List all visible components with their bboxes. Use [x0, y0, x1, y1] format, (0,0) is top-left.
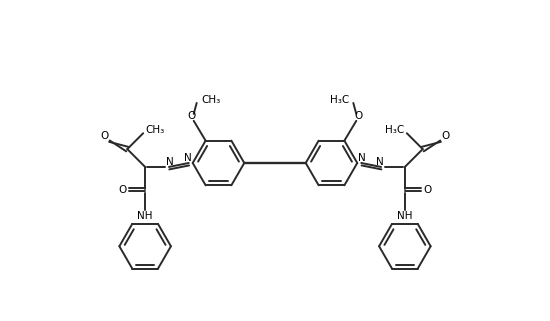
Text: CH₃: CH₃ [145, 125, 164, 135]
Text: H₃C: H₃C [330, 95, 349, 105]
Text: O: O [188, 111, 196, 121]
Text: O: O [424, 185, 432, 195]
Text: N: N [376, 157, 384, 167]
Text: N: N [359, 153, 366, 163]
Text: N: N [184, 153, 191, 163]
Text: O: O [118, 185, 126, 195]
Text: NH: NH [138, 211, 153, 221]
Text: O: O [100, 131, 108, 141]
Text: H₃C: H₃C [386, 125, 405, 135]
Text: NH: NH [397, 211, 412, 221]
Text: O: O [354, 111, 362, 121]
Text: O: O [442, 131, 450, 141]
Text: CH₃: CH₃ [201, 95, 220, 105]
Text: N: N [166, 157, 174, 167]
